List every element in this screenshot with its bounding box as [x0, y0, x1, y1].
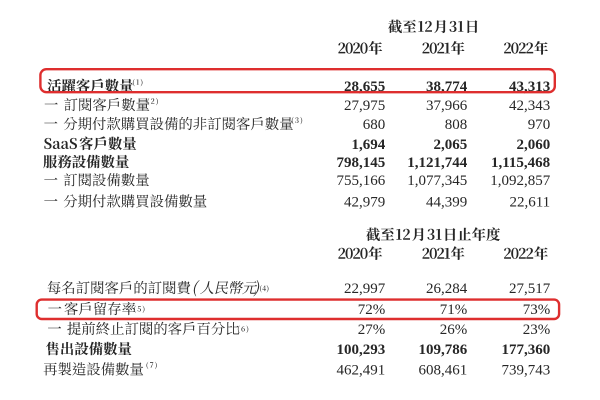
svg-text:22,997: 22,997 [344, 281, 386, 297]
svg-text:177,360: 177,360 [501, 342, 550, 358]
svg-text:72%: 72% [358, 302, 386, 318]
svg-text:22,611: 22,611 [509, 194, 550, 210]
svg-text:1,694: 1,694 [351, 137, 385, 153]
svg-text:608,461: 608,461 [418, 362, 467, 378]
svg-text:27,975: 27,975 [344, 98, 385, 114]
svg-text:2,065: 2,065 [433, 137, 467, 153]
svg-text:970: 970 [528, 117, 551, 133]
svg-text:739,743: 739,743 [501, 362, 550, 378]
svg-text:23%: 23% [523, 322, 551, 338]
svg-text:27%: 27% [358, 322, 386, 338]
svg-text:100,293: 100,293 [336, 342, 385, 358]
svg-text:44,399: 44,399 [426, 194, 467, 210]
svg-text:71%: 71% [440, 302, 468, 318]
svg-text:42,979: 42,979 [344, 194, 385, 210]
svg-text:798,145: 798,145 [336, 155, 385, 171]
svg-text:37,966: 37,966 [426, 98, 468, 114]
svg-text:26,284: 26,284 [426, 281, 468, 297]
svg-text:42,343: 42,343 [509, 98, 550, 114]
svg-text:2,060: 2,060 [516, 137, 550, 153]
svg-text:1,077,345: 1,077,345 [407, 173, 467, 189]
svg-text:1,092,857: 1,092,857 [490, 173, 551, 189]
svg-text:808: 808 [445, 117, 468, 133]
svg-text:27,517: 27,517 [509, 281, 551, 297]
svg-text:1,121,744: 1,121,744 [407, 155, 468, 171]
svg-text:680: 680 [363, 117, 386, 133]
svg-text:109,786: 109,786 [418, 342, 467, 358]
svg-text:1,115,468: 1,115,468 [491, 155, 550, 171]
svg-text:26%: 26% [440, 322, 468, 338]
svg-text:462,491: 462,491 [336, 362, 385, 378]
svg-text:73%: 73% [523, 302, 551, 318]
svg-text:755,166: 755,166 [336, 173, 385, 189]
